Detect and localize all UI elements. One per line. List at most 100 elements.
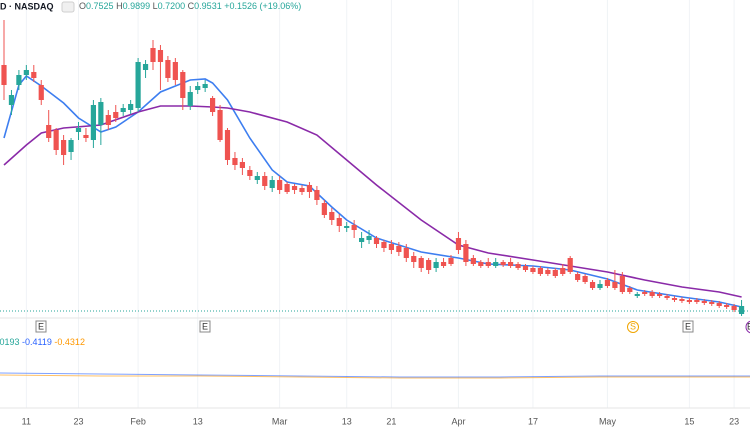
candle-body [299, 188, 305, 192]
ohlc-label: L [153, 1, 158, 11]
candle-body [530, 268, 536, 272]
candle-body [75, 128, 82, 132]
candle-body [724, 305, 730, 307]
candle-body [336, 218, 342, 226]
macd-value: -0.4119 [22, 337, 52, 347]
ohlc-values: O0.7525 H0.9899 L0.7200 C0.9531 +0.1526 … [79, 1, 301, 11]
event-badge[interactable] [745, 320, 750, 334]
candle-body [597, 284, 603, 288]
candle-body [731, 306, 737, 310]
candle-body [463, 244, 469, 262]
candle-body [537, 268, 543, 274]
event-badge[interactable] [682, 320, 694, 333]
candle-body [403, 248, 409, 258]
candle-body [1, 65, 7, 85]
candle-body [373, 238, 380, 244]
ohlc-value: 0.9899 [123, 1, 151, 11]
candle-body [269, 180, 275, 188]
event-badge[interactable] [627, 321, 639, 333]
candle-body [344, 226, 350, 228]
indicator-values: 0.0193 -0.4119 -0.4312 [0, 337, 85, 347]
candle-body [634, 294, 640, 296]
candle-body [239, 162, 245, 168]
ohlc-value: 0.7200 [158, 1, 186, 11]
candle-body [649, 292, 655, 296]
candle-body [142, 64, 149, 70]
candle-body [612, 282, 618, 288]
candle-body [31, 72, 37, 78]
candle-body [657, 294, 663, 296]
x-tick-label: 13 [342, 416, 352, 426]
candle-body [716, 303, 722, 306]
candle-body [396, 246, 402, 252]
candle-body [560, 268, 566, 274]
candle-body [135, 62, 141, 108]
candle-body [500, 262, 506, 265]
x-tick-label: May [599, 416, 617, 426]
candle-body [262, 176, 268, 186]
candle-body [470, 258, 476, 264]
ohlc-value: 0.9531 [194, 1, 222, 11]
candle-body [202, 84, 208, 88]
candle-body [515, 264, 521, 268]
ohlc-value: 0.7525 [86, 1, 114, 11]
candle-body [284, 184, 290, 192]
signal-value: -0.4312 [54, 337, 85, 347]
candle-body [455, 238, 462, 250]
candle-body [694, 300, 700, 302]
candle-body [291, 186, 298, 190]
x-tick-label: Feb [130, 416, 146, 426]
event-label: S [630, 321, 636, 331]
candle-body [254, 176, 260, 180]
event-badge[interactable] [199, 320, 211, 333]
candle-body [545, 270, 551, 274]
x-tick-label: Mar [272, 416, 288, 426]
candle-body [478, 262, 484, 266]
candle-body [426, 260, 432, 270]
candle-body [38, 85, 44, 100]
candle-body [448, 258, 454, 264]
x-tick-label: 17 [528, 416, 538, 426]
x-tick-label: 23 [729, 416, 739, 426]
candle-body [366, 236, 372, 240]
change: +0.1526 (+19.06%) [224, 1, 301, 11]
candle-body [381, 242, 387, 248]
candle-body [686, 300, 692, 302]
candle-body [664, 296, 670, 298]
ohlc-label: H [116, 1, 123, 11]
candle-body [61, 140, 67, 155]
candle-body [187, 92, 193, 106]
candle-body [128, 104, 134, 110]
x-tick-label: 23 [73, 416, 83, 426]
plot [0, 20, 750, 316]
candle-body [552, 270, 558, 276]
candle-body [224, 130, 231, 160]
event-badge[interactable] [35, 320, 47, 333]
candle-body [589, 282, 596, 288]
candle-body [16, 75, 22, 85]
ohlc-label: O [79, 1, 86, 11]
candle-body [23, 70, 29, 75]
x-tick-label: Apr [451, 416, 465, 426]
event-label: E [685, 321, 691, 331]
candle-body [359, 238, 365, 242]
candle-body [440, 262, 447, 266]
candle-body [493, 262, 499, 266]
candle-body [83, 135, 89, 138]
candle-body [388, 244, 394, 250]
candle-body [642, 292, 648, 294]
candle-body [217, 110, 223, 140]
candle-body [567, 258, 573, 272]
candle-body [604, 280, 611, 286]
icon[interactable] [61, 1, 75, 13]
signal-line [0, 374, 750, 379]
candle-body [701, 301, 707, 303]
x-tick-label: 21 [386, 416, 396, 426]
candle-body [679, 299, 685, 301]
candle-body [351, 225, 357, 230]
candle-body [306, 185, 313, 192]
candle-body [90, 105, 96, 140]
candle-body [172, 62, 178, 80]
